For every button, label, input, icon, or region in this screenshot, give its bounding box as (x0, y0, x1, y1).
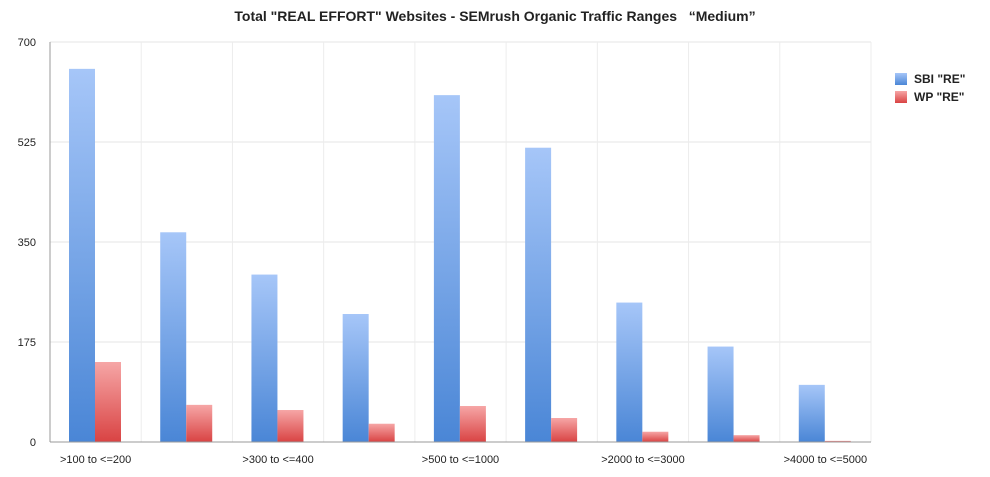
bar-sbi (433, 95, 460, 443)
x-tick-label: >500 to <=1000 (422, 454, 499, 466)
bar-wp (459, 406, 486, 442)
legend-label-sbi: SBI "RE" (914, 72, 966, 86)
y-tick-label: 175 (18, 337, 36, 349)
chart-legend: SBI "RE" WP "RE" (895, 70, 965, 106)
x-tick-label: >300 to <=400 (242, 454, 313, 466)
bar-sbi (251, 274, 278, 442)
bar-wp (824, 440, 851, 442)
legend-swatch-sbi (895, 73, 907, 85)
bar-wp (277, 410, 304, 442)
bar-wp (551, 418, 578, 442)
bar-wp (95, 362, 121, 442)
x-tick-label: >4000 to <=5000 (784, 454, 868, 466)
bar-wp (186, 404, 213, 442)
legend-swatch-wp (895, 91, 907, 103)
y-tick-label: 0 (30, 437, 36, 449)
x-tick-label: >2000 to <=3000 (601, 454, 685, 466)
y-tick-label: 700 (18, 37, 36, 49)
bar-wp (368, 423, 395, 442)
y-tick-label: 525 (18, 137, 36, 149)
bar-sbi (798, 384, 825, 442)
legend-item-wp: WP "RE" (895, 88, 965, 106)
bar-wp (642, 431, 669, 442)
bar-sbi (69, 68, 95, 442)
legend-label-wp: WP "RE" (914, 90, 965, 104)
bar-sbi (342, 314, 369, 442)
bar-sbi (707, 346, 734, 442)
bar-sbi (616, 302, 643, 442)
x-tick-label: >100 to <=200 (60, 454, 131, 466)
bar-sbi (525, 147, 552, 442)
bar-sbi (160, 232, 187, 442)
y-tick-label: 350 (18, 237, 36, 249)
chart-title: Total "REAL EFFORT" Websites - SEMrush O… (234, 8, 756, 24)
bar-wp (733, 435, 760, 442)
legend-item-sbi: SBI "RE" (895, 70, 965, 88)
